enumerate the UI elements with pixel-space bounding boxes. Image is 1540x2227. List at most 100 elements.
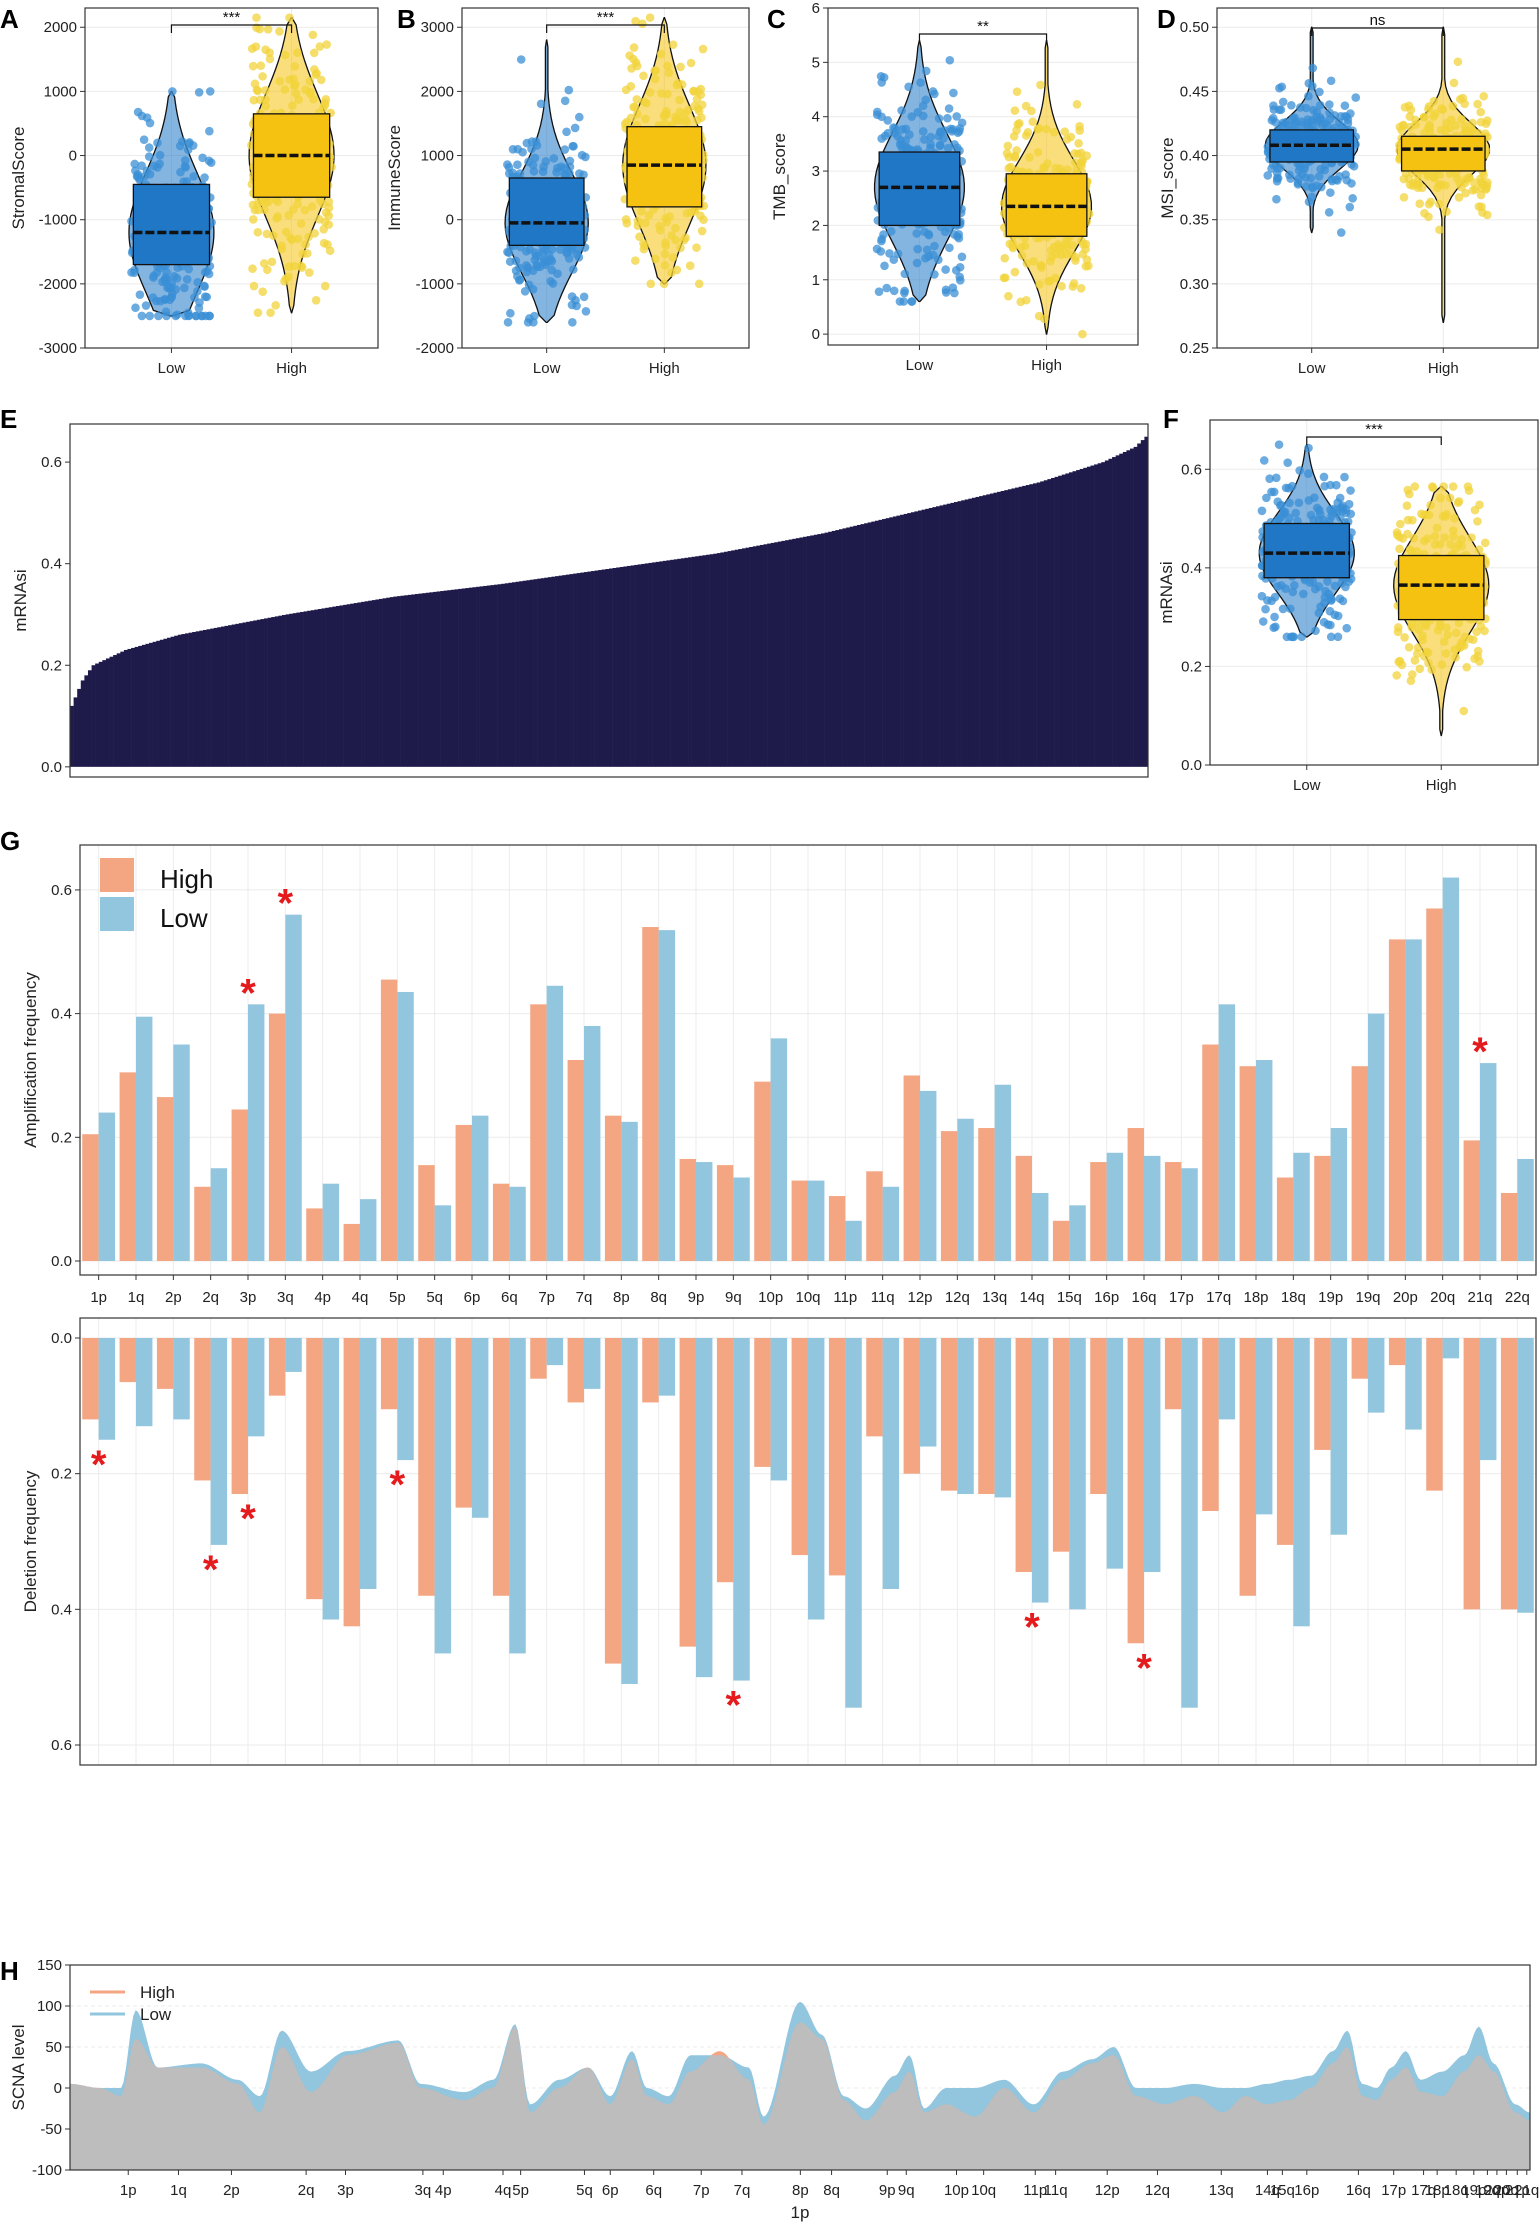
point-low: [897, 106, 906, 115]
del-bar-high: [380, 1338, 398, 1410]
point-high: [1449, 78, 1459, 88]
point-high: [297, 263, 307, 272]
point-high: [1042, 124, 1051, 134]
sample-bar: [914, 511, 919, 767]
amp-bar-low: [1256, 1060, 1273, 1261]
amp-bar-low: [920, 1090, 937, 1261]
point-high: [289, 261, 299, 271]
x-tick-label: Low: [533, 360, 561, 377]
sample-bar: [1050, 477, 1055, 767]
point-high: [302, 249, 312, 258]
point-high: [633, 109, 642, 119]
sample-bar: [246, 621, 250, 767]
sample-bar: [77, 688, 82, 767]
area-overlap: [70, 2022, 1530, 2170]
point-high: [252, 13, 261, 22]
sample-bar: [817, 534, 822, 767]
del-bar-high: [1388, 1338, 1406, 1366]
sample-bar: [594, 570, 599, 767]
sample-bar: [494, 584, 498, 767]
x-tick-label: 21p: [1505, 2182, 1530, 2199]
point-high: [1476, 107, 1486, 117]
point-high: [289, 74, 298, 84]
sample-bar: [950, 502, 955, 767]
x-tick-label: Low: [1293, 777, 1321, 794]
y-tick-label: 2000: [421, 83, 454, 100]
point-low: [1308, 183, 1317, 193]
sample-bar: [1004, 490, 1009, 767]
del-bar-high: [418, 1338, 435, 1596]
sample-bar: [210, 628, 215, 767]
sample-bar: [1133, 446, 1138, 767]
sample-bar: [335, 606, 340, 767]
point-low: [581, 152, 590, 162]
sample-bar: [752, 546, 757, 767]
point-low: [1346, 109, 1355, 118]
amp-bar-low: [1480, 1063, 1497, 1261]
point-high: [258, 287, 268, 296]
point-high: [261, 85, 270, 95]
point-high: [1466, 126, 1476, 136]
point-high: [1473, 517, 1482, 526]
point-low: [520, 287, 530, 296]
point-high: [1016, 297, 1026, 307]
point-high: [1441, 649, 1451, 658]
sample-bar: [695, 556, 700, 767]
y-tick-label: -1000: [39, 212, 77, 229]
sample-bar: [961, 500, 966, 767]
sample-bar: [1033, 483, 1037, 767]
del-bar-high: [978, 1338, 995, 1495]
plot-background: [828, 8, 1138, 345]
sample-bar: [709, 554, 714, 767]
x-tick-label: 18q: [1444, 2182, 1469, 2199]
point-low: [889, 255, 899, 264]
sample-bar: [188, 632, 193, 767]
point-high: [639, 71, 648, 81]
point-high: [1400, 633, 1409, 642]
sample-bar: [1025, 485, 1030, 767]
point-low: [1312, 503, 1322, 513]
sample-bar: [986, 494, 991, 767]
sample-bar: [738, 549, 743, 767]
point-low: [886, 226, 896, 236]
x-tick-label: 19p: [1461, 2182, 1486, 2199]
point-low: [1316, 602, 1325, 611]
sample-bar: [900, 514, 904, 767]
point-high: [1458, 93, 1468, 103]
point-low: [1276, 513, 1286, 522]
sample-bar: [1076, 470, 1081, 767]
legend-swatch-high: [100, 858, 134, 892]
point-high: [632, 61, 642, 71]
point-low: [568, 141, 578, 151]
point-low: [572, 250, 582, 259]
sample-bar: [1018, 486, 1023, 767]
point-high: [1413, 183, 1423, 192]
point-high: [630, 256, 640, 265]
point-low: [553, 163, 562, 173]
x-tick-label: 5q: [576, 2182, 593, 2199]
x-tick-label: 9p: [879, 2182, 896, 2199]
x-tick-label: High: [276, 360, 307, 377]
point-low: [924, 230, 934, 240]
x-tick-label: 17p: [1169, 1289, 1194, 1306]
del-bar-high: [1314, 1338, 1331, 1450]
sample-bar: [253, 620, 258, 767]
sample-bar: [889, 517, 894, 767]
amp-bar-high: [492, 1183, 510, 1261]
del-bar-high: [1276, 1338, 1294, 1545]
x-tick-label: 7q: [576, 1289, 593, 1306]
point-low: [879, 73, 889, 82]
point-high: [284, 210, 293, 220]
point-high: [661, 241, 670, 251]
amp-bar-high: [1463, 1140, 1480, 1261]
point-low: [205, 87, 215, 96]
del-bar-high: [1202, 1338, 1219, 1511]
sample-bar: [375, 599, 380, 767]
amp-bar-high: [119, 1072, 136, 1261]
sample-bar: [1097, 463, 1102, 767]
point-high: [1472, 627, 1481, 637]
y-tick-label: 4: [812, 109, 820, 126]
point-low: [1275, 83, 1284, 93]
point-high: [300, 205, 310, 215]
point-high: [1068, 240, 1077, 250]
